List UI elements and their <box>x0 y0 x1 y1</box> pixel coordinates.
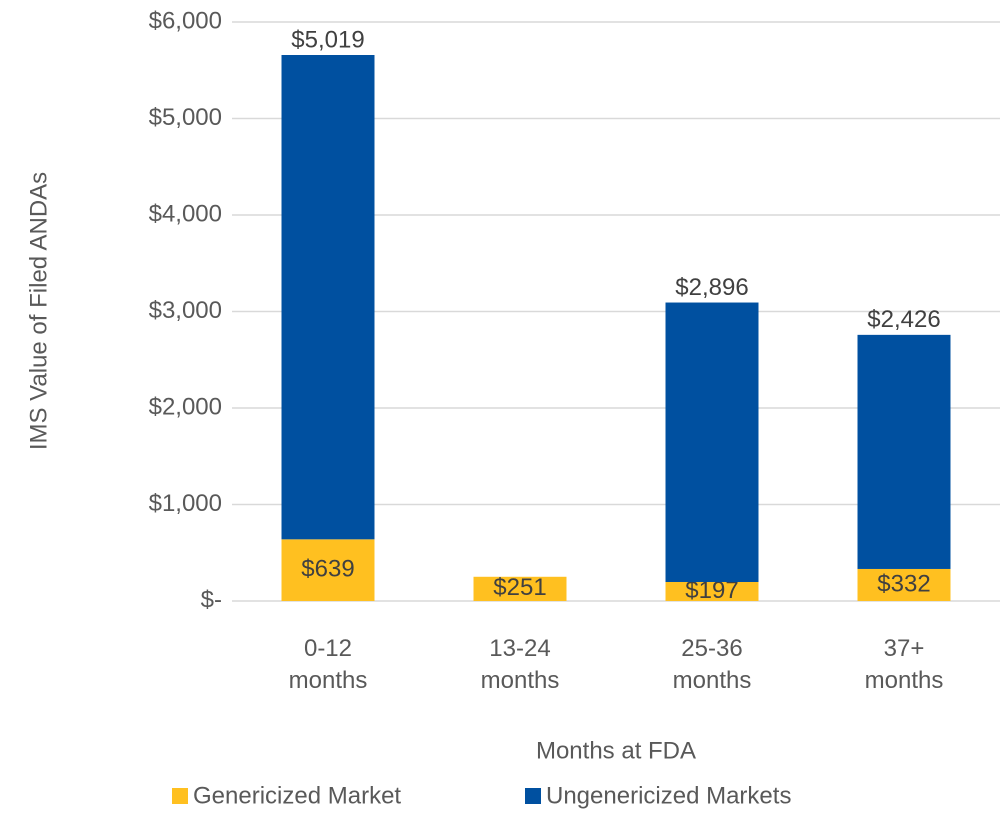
y-tick-label: $6,000 <box>149 7 222 34</box>
bar-segment <box>665 302 759 582</box>
bar-segment <box>281 55 375 540</box>
x-axis-title: Months at FDA <box>536 737 696 764</box>
y-tick-label: $3,000 <box>149 297 222 324</box>
x-tick-label: 37+ months <box>865 635 944 694</box>
data-label: $332 <box>877 570 930 597</box>
legend-label: Genericized Market <box>193 782 401 809</box>
y-tick-label: $1,000 <box>149 490 222 517</box>
data-label: $5,019 <box>291 26 364 53</box>
legend-swatch <box>525 788 541 804</box>
x-tick-label: 13-24 months <box>481 635 560 694</box>
x-tick-label: 25-36 months <box>673 635 752 694</box>
y-tick-label: $- <box>201 586 222 613</box>
y-tick-label: $2,000 <box>149 393 222 420</box>
bar-segment <box>857 334 951 569</box>
legend-swatch <box>172 788 188 804</box>
data-label: $251 <box>493 574 546 601</box>
data-label: $2,896 <box>675 274 748 301</box>
bar-segment <box>665 581 759 601</box>
data-label: $2,426 <box>867 306 940 333</box>
bar-segment <box>473 576 567 601</box>
x-tick-label: 0-12 months <box>289 635 368 694</box>
y-tick-label: $5,000 <box>149 104 222 131</box>
data-label: $639 <box>301 556 354 583</box>
bar-segment <box>857 568 951 601</box>
legend-label: Ungenericized Markets <box>546 782 791 809</box>
bar-segment <box>281 539 375 601</box>
y-tick-label: $4,000 <box>149 200 222 227</box>
y-axis-title: IMS Value of Filed ANDAs <box>25 172 52 450</box>
